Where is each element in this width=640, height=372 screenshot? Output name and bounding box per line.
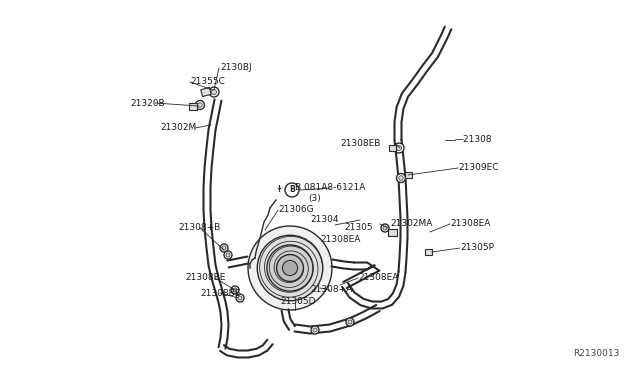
Polygon shape <box>342 272 406 308</box>
Text: 21308EA: 21308EA <box>450 219 490 228</box>
Circle shape <box>282 260 298 276</box>
Bar <box>404 172 412 178</box>
Circle shape <box>348 320 352 324</box>
Circle shape <box>195 100 205 109</box>
Circle shape <box>209 87 219 97</box>
Circle shape <box>311 326 319 334</box>
Polygon shape <box>332 260 355 269</box>
Polygon shape <box>343 263 380 288</box>
Circle shape <box>267 245 313 291</box>
Circle shape <box>224 251 232 259</box>
Circle shape <box>231 286 239 294</box>
Circle shape <box>222 246 226 250</box>
Text: 21308EA: 21308EA <box>320 235 360 244</box>
Polygon shape <box>394 140 408 272</box>
Text: 21305: 21305 <box>344 224 372 232</box>
Polygon shape <box>394 27 451 140</box>
Polygon shape <box>227 257 249 267</box>
Polygon shape <box>294 305 380 334</box>
Text: R2130013: R2130013 <box>573 349 620 358</box>
Circle shape <box>346 318 354 326</box>
Text: 21355C: 21355C <box>190 77 225 87</box>
Polygon shape <box>204 99 228 349</box>
Text: 21302M: 21302M <box>160 124 196 132</box>
Text: (3): (3) <box>308 193 321 202</box>
Text: 21308EA: 21308EA <box>358 273 398 282</box>
Circle shape <box>211 90 216 94</box>
Circle shape <box>198 103 202 107</box>
Text: B 081A8-6121A: B 081A8-6121A <box>295 183 365 192</box>
Circle shape <box>285 183 299 197</box>
Polygon shape <box>282 309 295 330</box>
Text: 21302MA: 21302MA <box>390 219 433 228</box>
Circle shape <box>313 328 317 332</box>
Circle shape <box>381 224 389 232</box>
Text: 21306G: 21306G <box>278 205 314 215</box>
Text: 21320B: 21320B <box>130 99 164 108</box>
Bar <box>189 103 197 109</box>
Circle shape <box>220 244 228 252</box>
Circle shape <box>394 143 404 153</box>
Text: —21308: —21308 <box>455 135 493 144</box>
Circle shape <box>233 288 237 292</box>
Circle shape <box>383 226 387 230</box>
Polygon shape <box>220 340 273 357</box>
Circle shape <box>238 296 242 300</box>
Text: 21308BE: 21308BE <box>185 273 225 282</box>
Bar <box>387 228 397 235</box>
Text: 21304: 21304 <box>310 215 339 224</box>
Bar <box>388 145 396 151</box>
Text: 21308+B: 21308+B <box>178 224 220 232</box>
Text: 2130BJ: 2130BJ <box>220 64 252 73</box>
Text: 21308EB: 21308EB <box>340 138 380 148</box>
Circle shape <box>226 253 230 257</box>
Circle shape <box>248 226 332 310</box>
Circle shape <box>257 235 323 301</box>
Circle shape <box>399 176 403 180</box>
Text: 21308+A: 21308+A <box>310 285 352 295</box>
Circle shape <box>397 173 406 183</box>
Circle shape <box>236 294 244 302</box>
Text: B: B <box>289 186 295 195</box>
Text: 21308BE: 21308BE <box>200 289 241 298</box>
Circle shape <box>397 145 401 151</box>
Text: 21305P: 21305P <box>460 244 494 253</box>
Bar <box>424 249 431 255</box>
Text: 21309EC: 21309EC <box>458 164 499 173</box>
Bar <box>201 87 211 97</box>
Text: 21305D: 21305D <box>280 298 316 307</box>
Circle shape <box>276 254 303 282</box>
